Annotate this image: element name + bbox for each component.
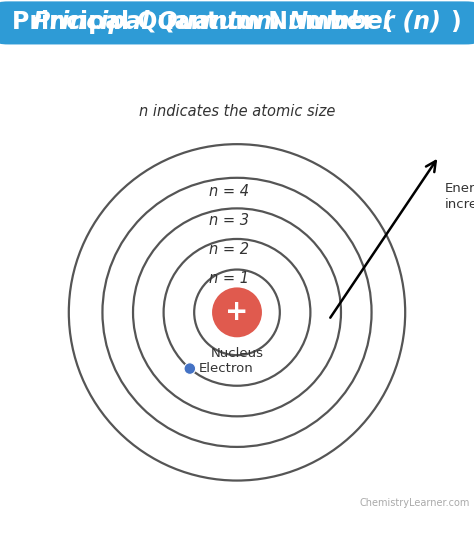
Text: n = 3: n = 3 [210,213,249,228]
Text: n = 4: n = 4 [210,184,249,199]
Circle shape [184,363,196,375]
Text: Nucleus: Nucleus [210,347,264,360]
FancyBboxPatch shape [0,1,474,45]
Text: Energy
increases: Energy increases [445,182,474,211]
Text: Principal Quantum Number (       ): Principal Quantum Number ( ) [12,10,462,34]
Text: +: + [225,299,249,326]
Text: n = 1: n = 1 [210,271,249,286]
Circle shape [211,286,263,338]
Text: Electron: Electron [199,362,254,375]
Text: Principal Quantum Number (​n​): Principal Quantum Number (​n​) [33,10,441,34]
Text: n = 2: n = 2 [210,242,249,257]
Text: n indicates the atomic size: n indicates the atomic size [139,105,335,120]
Text: ChemistryLearner.com: ChemistryLearner.com [359,498,469,508]
